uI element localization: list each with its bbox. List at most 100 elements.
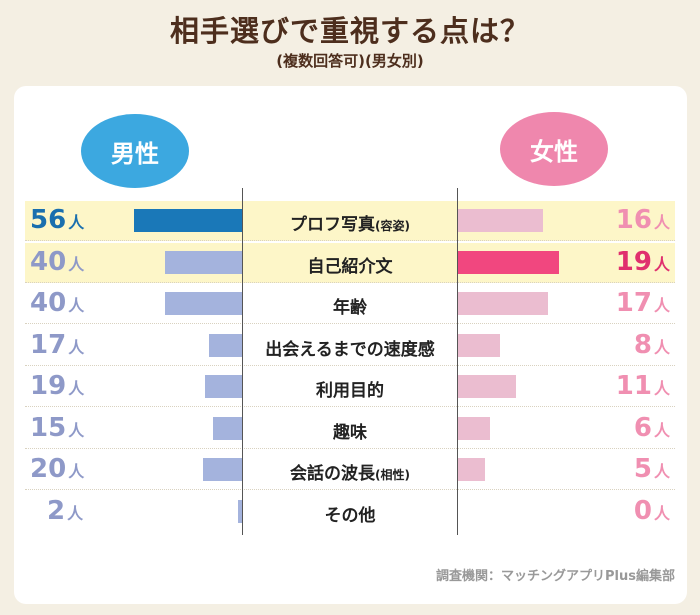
right-divider-line [457, 188, 458, 535]
unit-label: 人 [68, 296, 85, 315]
female-count-label: 19 人 [580, 247, 670, 277]
female-count-value: 19 [615, 246, 652, 277]
left-divider-line [242, 188, 243, 535]
male-header-bubble: 男性 [81, 114, 189, 188]
female-count-value: 6 [633, 412, 652, 443]
male-count-label: 40 人 [25, 247, 130, 277]
chart-row: 15 人趣味 6 人 [25, 409, 675, 449]
female-bar [458, 333, 501, 357]
chart-subtitle: (複数回答可)(男女別) [276, 52, 424, 70]
chart-title: 相手選びで重視する点は？ [169, 14, 530, 48]
female-count-label: 11 人 [580, 371, 670, 401]
male-count-value: 2 [47, 495, 66, 526]
chart-row: 17 人出会えるまでの速度感 8 人 [25, 326, 675, 366]
female-bar [458, 375, 517, 398]
category-main-text: 利用目的 [316, 381, 384, 401]
male-count-label: 19 人 [25, 371, 130, 401]
male-count-label: 56 人 [25, 205, 130, 235]
unit-label: 人 [653, 254, 670, 274]
category-main-text: 会話の波長 [290, 464, 375, 484]
male-count-label: 17 人 [25, 330, 130, 360]
female-count-value: 11 [615, 371, 652, 401]
male-bar [213, 416, 242, 440]
chart-row: 20 人会話の波長(相性) 5 人 [25, 450, 675, 490]
unit-label: 人 [653, 296, 670, 315]
chart-row: 56 人プロフ写真(容姿) 16 人 [25, 201, 675, 241]
male-bar [133, 209, 242, 232]
row-separator [25, 405, 675, 407]
chart-row: 2 人その他 0 人 [25, 492, 675, 532]
male-count-label: 40 人 [25, 288, 130, 318]
category-label: 年齢 [243, 293, 457, 318]
category-main-text: 趣味 [333, 422, 367, 443]
category-label: 利用目的 [243, 376, 457, 401]
category-main-text: 年齢 [333, 298, 367, 318]
chart-row: 40 人年齢 17 人 [25, 284, 675, 324]
female-bar [458, 416, 490, 440]
female-count-value: 16 [615, 205, 652, 235]
male-bar [209, 333, 242, 357]
category-label: 出会えるまでの速度感 [243, 335, 457, 360]
unit-label: 人 [68, 462, 85, 481]
female-count-value: 0 [633, 495, 652, 526]
category-label: 自己紹介文 [243, 252, 457, 277]
female-bar [458, 458, 485, 481]
female-count-label: 16 人 [580, 205, 670, 235]
female-bar [458, 209, 543, 232]
row-separator [25, 447, 675, 449]
male-count-label: 20 人 [25, 454, 130, 484]
female-count-value: 8 [633, 329, 652, 360]
category-label: 趣味 [243, 418, 457, 443]
male-bar [205, 375, 242, 398]
unit-label: 人 [68, 337, 85, 357]
category-label: プロフ写真(容姿) [243, 210, 457, 235]
male-count-value: 17 [30, 329, 67, 360]
male-count-value: 40 [30, 246, 67, 277]
category-main-text: 出会えるまでの速度感 [265, 339, 435, 360]
chart-row: 40 人自己紹介文 19 人 [25, 242, 675, 283]
female-bar [458, 250, 559, 274]
category-main-text: プロフ写真 [290, 215, 375, 235]
category-main-text: 自己紹介文 [307, 256, 393, 277]
unit-label: 人 [653, 503, 670, 523]
male-count-value: 56 [30, 205, 67, 235]
category-main-text: その他 [324, 505, 376, 526]
source-note: 調査機関：マッチングアプリPlus編集部 [436, 569, 675, 584]
unit-label: 人 [68, 420, 85, 440]
male-bar [164, 292, 242, 315]
female-bar [458, 292, 549, 315]
unit-label: 人 [653, 213, 670, 232]
unit-label: 人 [68, 213, 85, 232]
unit-label: 人 [653, 462, 670, 481]
unit-label: 人 [653, 379, 670, 398]
row-separator [25, 322, 675, 324]
male-bar [164, 250, 242, 274]
unit-label: 人 [653, 337, 670, 357]
unit-label: 人 [653, 420, 670, 440]
male-count-label: 15 人 [25, 413, 130, 443]
male-bar [238, 499, 242, 523]
female-count-label: 17 人 [580, 288, 670, 318]
unit-label: 人 [68, 379, 85, 398]
category-note-text: (相性) [375, 468, 410, 482]
row-separator [25, 239, 675, 241]
unit-label: 人 [68, 254, 85, 274]
chart-row: 19 人利用目的 11 人 [25, 367, 675, 407]
male-count-value: 40 [30, 288, 67, 318]
row-separator [25, 364, 675, 366]
unit-label: 人 [67, 503, 84, 523]
male-count-value: 15 [30, 412, 67, 443]
female-header-bubble: 女性 [500, 112, 608, 186]
female-count-value: 5 [633, 454, 652, 484]
female-count-value: 17 [615, 288, 652, 318]
male-bar [203, 458, 242, 481]
male-count-value: 20 [30, 454, 67, 484]
row-separator [25, 281, 675, 283]
row-separator [25, 488, 675, 490]
category-label: 会話の波長(相性) [243, 459, 457, 484]
